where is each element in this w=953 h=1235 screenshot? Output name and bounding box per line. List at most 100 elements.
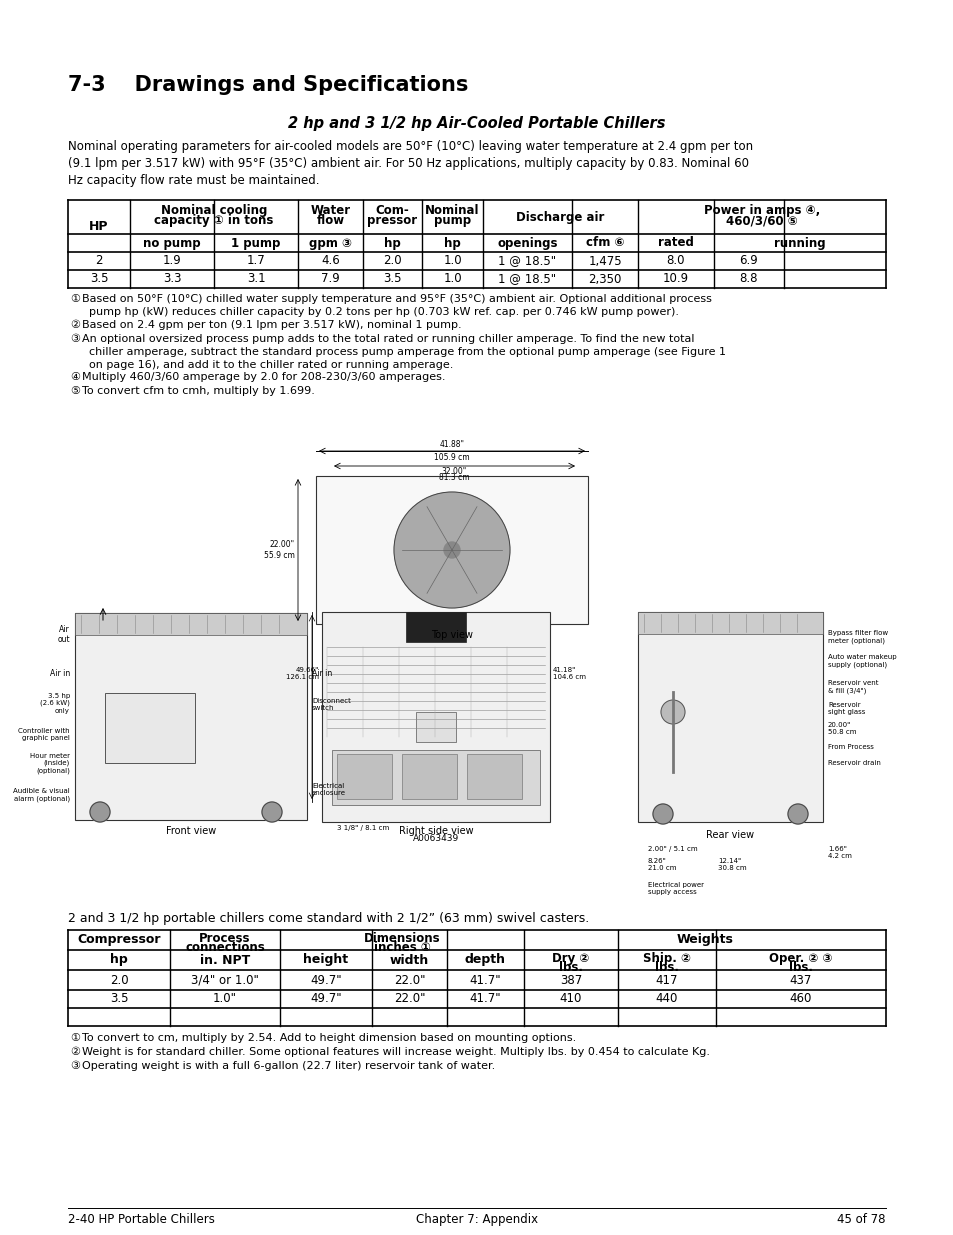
Text: 3.5: 3.5 — [383, 273, 401, 285]
Text: depth: depth — [464, 953, 505, 967]
Text: 7.9: 7.9 — [321, 273, 339, 285]
Text: Electrical power
supply access: Electrical power supply access — [647, 882, 703, 895]
Text: ②: ② — [70, 320, 80, 330]
Text: 2: 2 — [95, 254, 103, 268]
Text: 3.5 hp
(2.6 kW)
only: 3.5 hp (2.6 kW) only — [40, 693, 70, 714]
Text: Multiply 460/3/60 amperage by 2.0 for 208-230/3/60 amperages.: Multiply 460/3/60 amperage by 2.0 for 20… — [82, 372, 445, 382]
Text: 3/4" or 1.0": 3/4" or 1.0" — [191, 973, 258, 987]
Text: Ship. ②: Ship. ② — [642, 952, 690, 965]
Circle shape — [443, 542, 459, 558]
Text: Electrical
enclosure: Electrical enclosure — [312, 783, 346, 797]
Text: 1,475: 1,475 — [588, 254, 621, 268]
Text: ②: ② — [70, 1047, 80, 1057]
Text: 45 of 78: 45 of 78 — [837, 1213, 885, 1226]
Text: 22.0": 22.0" — [394, 973, 425, 987]
Text: Rear view: Rear view — [706, 830, 754, 840]
Text: Discharge air: Discharge air — [516, 210, 604, 224]
Text: Reservoir drain: Reservoir drain — [827, 760, 880, 766]
Text: ④: ④ — [70, 372, 80, 382]
Text: Disconnect
switch: Disconnect switch — [312, 698, 351, 711]
Text: Weight is for standard chiller. Some optional features will increase weight. Mul: Weight is for standard chiller. Some opt… — [82, 1047, 709, 1057]
Text: no pump: no pump — [143, 236, 200, 249]
Text: pump: pump — [434, 214, 471, 227]
Text: hp: hp — [384, 236, 400, 249]
Text: 2.0: 2.0 — [383, 254, 401, 268]
Text: Nominal cooling: Nominal cooling — [161, 204, 267, 217]
Text: Reservoir vent
& fill (3/4"): Reservoir vent & fill (3/4") — [827, 680, 878, 694]
Text: lbs.: lbs. — [655, 961, 679, 974]
Text: Right side view: Right side view — [398, 826, 473, 836]
Text: 2 and 3 1/2 hp portable chillers come standard with 2 1/2” (63 ​mm) swivel caste: 2 and 3 1/2 hp portable chillers come st… — [68, 911, 589, 925]
Text: inches ①: inches ① — [374, 941, 430, 953]
Text: Nominal: Nominal — [425, 204, 479, 217]
Text: 105.9 cm: 105.9 cm — [434, 453, 469, 462]
Text: 410: 410 — [559, 993, 581, 1005]
Text: 6.9: 6.9 — [739, 254, 758, 268]
Text: Based on 2.4 gpm per ton (9.1 lpm per 3.517 kW), nominal 1 pump.: Based on 2.4 gpm per ton (9.1 lpm per 3.… — [82, 320, 461, 330]
Text: ③: ③ — [70, 333, 80, 345]
Text: hp: hp — [110, 953, 128, 967]
Text: 8.8: 8.8 — [739, 273, 758, 285]
Text: 1 @ 18.5": 1 @ 18.5" — [497, 273, 556, 285]
Bar — [638, 613, 822, 823]
Text: 2 hp and 3 1/2 hp Air-Cooled Portable Chillers: 2 hp and 3 1/2 hp Air-Cooled Portable Ch… — [288, 116, 665, 131]
Text: cfm ⑥: cfm ⑥ — [585, 236, 623, 249]
Text: 1.66"
4.2 cm: 1.66" 4.2 cm — [827, 846, 851, 860]
Text: To convert cfm to cmh, multiply by 1.699.: To convert cfm to cmh, multiply by 1.699… — [82, 387, 314, 396]
Text: Process: Process — [199, 932, 251, 945]
Text: 460: 460 — [789, 993, 811, 1005]
Text: 460/3/60 ⑤: 460/3/60 ⑤ — [725, 214, 797, 227]
Text: Dry ②: Dry ② — [552, 952, 589, 965]
Circle shape — [787, 804, 807, 824]
Text: hp: hp — [444, 236, 460, 249]
Text: running: running — [774, 236, 825, 249]
Circle shape — [652, 804, 672, 824]
Text: rated: rated — [658, 236, 693, 249]
Text: Chapter 7: Appendix: Chapter 7: Appendix — [416, 1213, 537, 1226]
Text: lbs.: lbs. — [788, 961, 812, 974]
Text: Front view: Front view — [166, 826, 216, 836]
Text: 49.7": 49.7" — [310, 973, 341, 987]
Text: 10.9: 10.9 — [662, 273, 688, 285]
Text: Reservoir
sight glass: Reservoir sight glass — [827, 701, 864, 715]
Text: 8.0: 8.0 — [666, 254, 684, 268]
Text: height: height — [303, 953, 348, 967]
Bar — [336, 755, 392, 799]
Text: 49.66"
126.1 cm: 49.66" 126.1 cm — [286, 667, 318, 680]
Text: 1.0": 1.0" — [213, 993, 236, 1005]
Text: Dimensions: Dimensions — [363, 932, 440, 945]
Text: capacity ① in tons: capacity ① in tons — [154, 214, 274, 227]
Circle shape — [262, 802, 282, 823]
Text: 2-40 HP Portable Chillers: 2-40 HP Portable Chillers — [68, 1213, 214, 1226]
Text: 1.0: 1.0 — [443, 273, 461, 285]
Bar — [638, 613, 822, 634]
Text: 3.3: 3.3 — [163, 273, 181, 285]
Text: 2.0: 2.0 — [110, 973, 128, 987]
Text: 1 pump: 1 pump — [231, 236, 280, 249]
Text: ①: ① — [70, 294, 80, 304]
Text: 2,350: 2,350 — [588, 273, 621, 285]
Text: 387: 387 — [559, 973, 581, 987]
Text: Air in: Air in — [50, 668, 70, 678]
Bar — [406, 613, 465, 642]
Text: 4.6: 4.6 — [321, 254, 339, 268]
Text: 12.14"
30.8 cm: 12.14" 30.8 cm — [718, 858, 746, 871]
Text: 1.9: 1.9 — [162, 254, 181, 268]
Text: 81.3 cm: 81.3 cm — [438, 473, 469, 482]
Text: ⑤: ⑤ — [70, 387, 80, 396]
Circle shape — [660, 700, 684, 724]
Text: 3.5: 3.5 — [110, 993, 128, 1005]
Text: 41.88": 41.88" — [439, 440, 464, 450]
Text: 1 @ 18.5": 1 @ 18.5" — [497, 254, 556, 268]
Circle shape — [394, 492, 510, 608]
Text: 3.1: 3.1 — [247, 273, 265, 285]
Text: width: width — [390, 953, 429, 967]
Text: 3.5: 3.5 — [90, 273, 108, 285]
Text: Oper. ② ③: Oper. ② ③ — [768, 952, 832, 965]
Text: lbs.: lbs. — [558, 961, 582, 974]
Text: Top view: Top view — [431, 630, 473, 640]
Text: 41.18"
104.6 cm: 41.18" 104.6 cm — [553, 667, 585, 680]
Text: 22.0": 22.0" — [394, 993, 425, 1005]
Text: 8.26"
21.0 cm: 8.26" 21.0 cm — [647, 858, 676, 871]
Text: To convert to cm, multiply by 2.54. Add to height dimension based on mounting op: To convert to cm, multiply by 2.54. Add … — [82, 1032, 576, 1044]
